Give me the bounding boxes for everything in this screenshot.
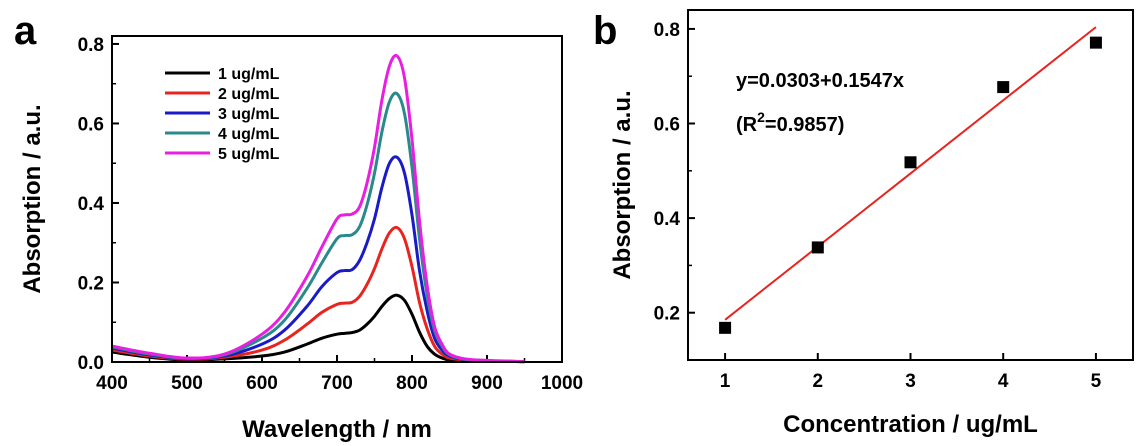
x-tick-label: 1000: [541, 373, 583, 394]
panel-a: a 400 500 600 700 800 900 10000.00.20.40.60.8 …: [14, 9, 583, 443]
spectrum-line: [111, 293, 525, 364]
data-point: [811, 241, 824, 254]
panel-a-x-axis-label: Wavelength / nm: [242, 416, 432, 443]
data-point: [719, 321, 732, 334]
x-tick-label: 3: [905, 371, 916, 392]
panel-a-ticks: 400 500 600 700 800 900 1000 0.0 0.2 0.4 0.6 0.8: [78, 35, 584, 394]
y-tick-label: 0.2: [654, 304, 680, 325]
y-tick-label: 0.4: [654, 209, 681, 230]
panel-b-label: b: [593, 9, 617, 53]
x-tick-label: 700: [321, 373, 353, 394]
data-point: [904, 156, 917, 169]
panel-b-series: [719, 26, 1102, 334]
x-tick-label: 900: [471, 373, 503, 394]
panel-b-y-axis-label: Absorption / a.u.: [609, 90, 636, 279]
legend-label: 4 ug/mL: [218, 126, 280, 143]
x-tick-label: 1: [720, 371, 731, 392]
y-tick-label: 0.6: [78, 114, 104, 135]
y-tick-label: 0.8: [654, 20, 680, 41]
x-tick-label: 500: [171, 373, 203, 394]
y-tick-label: 0.8: [78, 35, 104, 56]
panel-a-legend: 1 ug/mL 2 ug/mL 3 ug/mL 4 ug/mL 5 ug/mL: [165, 66, 280, 163]
x-tick-label: 600: [246, 373, 278, 394]
legend-label: 5 ug/mL: [218, 146, 280, 163]
spectrum-line: [111, 53, 525, 364]
r2-value: =0.9857): [765, 114, 845, 136]
r2-open: (R: [736, 114, 758, 136]
legend-label: 3 ug/mL: [218, 106, 280, 123]
x-tick-label: 4: [998, 371, 1009, 392]
panel-b-ticks: 1 2 3 4 5 0.2 0.4 0.6 0.8: [654, 20, 1102, 392]
r2-superscript: 2: [757, 109, 765, 125]
panel-a-y-axis-label: Absorption / a.u.: [19, 104, 46, 293]
spectrum-line: [111, 155, 525, 364]
y-tick-label: 0.2: [78, 273, 104, 294]
x-tick-label: 400: [96, 373, 128, 394]
legend-label: 2 ug/mL: [218, 86, 280, 103]
y-tick-label: 0.4: [78, 194, 105, 215]
fit-r-squared: (R2=0.9857): [736, 109, 844, 136]
data-point: [1089, 36, 1102, 49]
panel-b-x-axis-label: Concentration / ug/mL: [783, 411, 1038, 438]
x-tick-label: 5: [1091, 371, 1102, 392]
panel-b: b 1 2 3 4 50.20.40.60.8 y=0.0303+0.1547x (R2…: [593, 9, 1134, 438]
y-tick-label: 0.0: [78, 353, 104, 374]
panel-a-plot-frame: [111, 35, 563, 363]
panel-b-plot-frame: [687, 9, 1134, 361]
panel-a-series: [111, 53, 525, 364]
panel-a-label: a: [14, 9, 37, 53]
y-tick-label: 0.6: [654, 115, 680, 136]
x-tick-label: 2: [813, 371, 824, 392]
x-tick-label: 800: [396, 373, 428, 394]
data-point: [997, 81, 1010, 94]
spectrum-line: [111, 225, 525, 364]
fit-equation: y=0.0303+0.1547x: [736, 70, 904, 92]
legend-label: 1 ug/mL: [218, 66, 280, 83]
fit-line: [724, 26, 1097, 321]
